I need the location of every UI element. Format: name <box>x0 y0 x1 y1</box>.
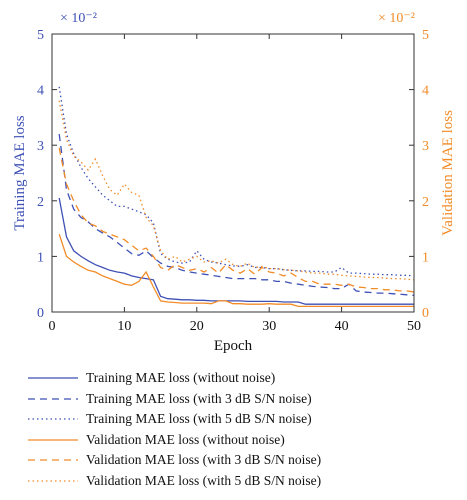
right-scale-label: × 10⁻² <box>378 11 415 26</box>
legend-label: Validation MAE loss (without noise) <box>86 431 285 447</box>
plot-lines <box>58 86 415 308</box>
legend-entry-validation-5db: Validation MAE loss (with 5 dB S/N noise… <box>28 471 448 492</box>
x-tick-label: 10 <box>117 319 131 334</box>
y-tick-label-left: 0 <box>37 306 44 321</box>
legend: Training MAE loss (without noise) Traini… <box>28 368 448 492</box>
y-tick-label-left: 2 <box>37 195 44 210</box>
x-tick-label: 40 <box>335 319 349 334</box>
legend-label: Validation MAE loss (with 5 dB S/N noise… <box>86 472 322 488</box>
legend-entry-training-no-noise: Training MAE loss (without noise) <box>28 368 448 389</box>
y-axis-label-left: Training MAE loss <box>12 115 28 230</box>
y-tick-label-right: 0 <box>422 306 429 321</box>
y-tick-label-right: 2 <box>422 195 429 210</box>
legend-label: Training MAE loss (with 3 dB S/N noise) <box>86 390 312 406</box>
plot-frame <box>51 33 415 313</box>
y-tick-label-right: 4 <box>422 84 429 99</box>
series-line-1 <box>58 197 414 305</box>
y-tick-label-right: 3 <box>422 139 429 154</box>
legend-label: Validation MAE loss (with 3 dB S/N noise… <box>86 452 322 468</box>
x-tick-label: 30 <box>262 319 276 334</box>
left-scale-label: × 10⁻² <box>60 11 97 26</box>
y-tick-label-left: 1 <box>37 250 44 265</box>
legend-entry-validation-3db: Validation MAE loss (with 3 dB S/N noise… <box>28 450 448 471</box>
series-line-3 <box>58 86 415 277</box>
legend-label: Training MAE loss (without noise) <box>86 370 276 385</box>
legend-entry-training-3db: Training MAE loss (with 3 dB S/N noise) <box>28 389 448 410</box>
x-tick-label: 0 <box>49 319 56 334</box>
y-tick-label-right: 5 <box>422 28 429 43</box>
legend-entry-training-5db: Training MAE loss (with 5 dB S/N noise) <box>28 409 448 430</box>
legend-entry-validation-no-noise: Validation MAE loss (without noise) <box>28 430 448 451</box>
y-tick-label-left: 3 <box>37 139 44 154</box>
series-line-6 <box>58 100 415 281</box>
x-tick-label: 50 <box>407 319 421 334</box>
y-tick-label-right: 1 <box>422 250 429 265</box>
y-tick-label-left: 5 <box>37 28 44 43</box>
legend-label: Training MAE loss (with 5 dB S/N noise) <box>86 411 312 427</box>
series-line-4 <box>58 233 414 308</box>
x-axis-label: Epoch <box>214 338 253 354</box>
y-axis-label-right: Validation MAE loss <box>440 110 456 236</box>
y-tick-label-left: 4 <box>37 84 44 99</box>
series-line-2 <box>58 134 415 296</box>
x-tick-label: 20 <box>190 319 204 334</box>
